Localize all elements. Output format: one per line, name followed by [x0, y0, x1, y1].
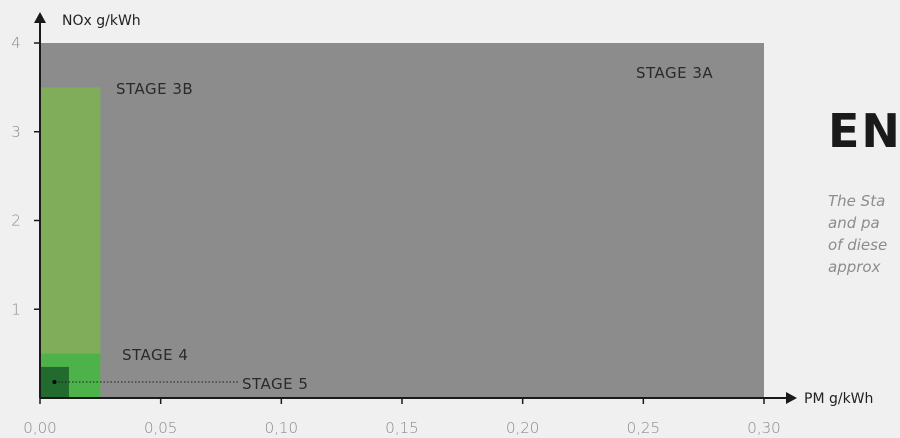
y-axis-ticks: 1 2 3 4	[11, 34, 40, 318]
y-tick-label: 1	[11, 300, 21, 318]
y-tick-label: 4	[11, 34, 21, 52]
x-tick-label: 0,00	[23, 419, 56, 437]
intro-line: approx	[828, 258, 881, 276]
x-tick-label: 0,20	[506, 419, 539, 437]
y-axis-arrow-icon	[34, 12, 46, 23]
stage-3a-label: STAGE 3A	[636, 64, 713, 82]
x-tick-label: 0,10	[265, 419, 298, 437]
y-tick-label: 3	[11, 123, 21, 141]
stage-3b-region	[40, 87, 101, 398]
stage-3a-region	[40, 43, 764, 398]
x-tick-label: 0,25	[627, 419, 660, 437]
x-axis-arrow-icon	[786, 392, 797, 404]
x-tick-label: 0,15	[385, 419, 418, 437]
y-axis-title: NOx g/kWh	[62, 13, 141, 29]
stage-3b-label: STAGE 3B	[116, 80, 193, 98]
intro-text: The Sta and pa of diese approx	[828, 190, 900, 278]
y-tick-label: 2	[11, 212, 21, 230]
stage-5-point	[52, 380, 57, 385]
x-tick-label: 0,30	[747, 419, 780, 437]
stage-regions	[40, 43, 764, 398]
x-axis-ticks: 0,00 0,05 0,10 0,15 0,20 0,25 0,30	[23, 398, 781, 437]
x-axis-title: PM g/kWh	[804, 391, 873, 407]
stage-5-label: STAGE 5	[242, 375, 308, 393]
section-heading: EN	[828, 104, 900, 158]
intro-line: The Sta	[828, 192, 886, 210]
intro-line: of diese	[828, 236, 888, 254]
intro-line: and pa	[828, 214, 880, 232]
stage-4-label: STAGE 4	[122, 346, 188, 364]
x-tick-label: 0,05	[144, 419, 177, 437]
